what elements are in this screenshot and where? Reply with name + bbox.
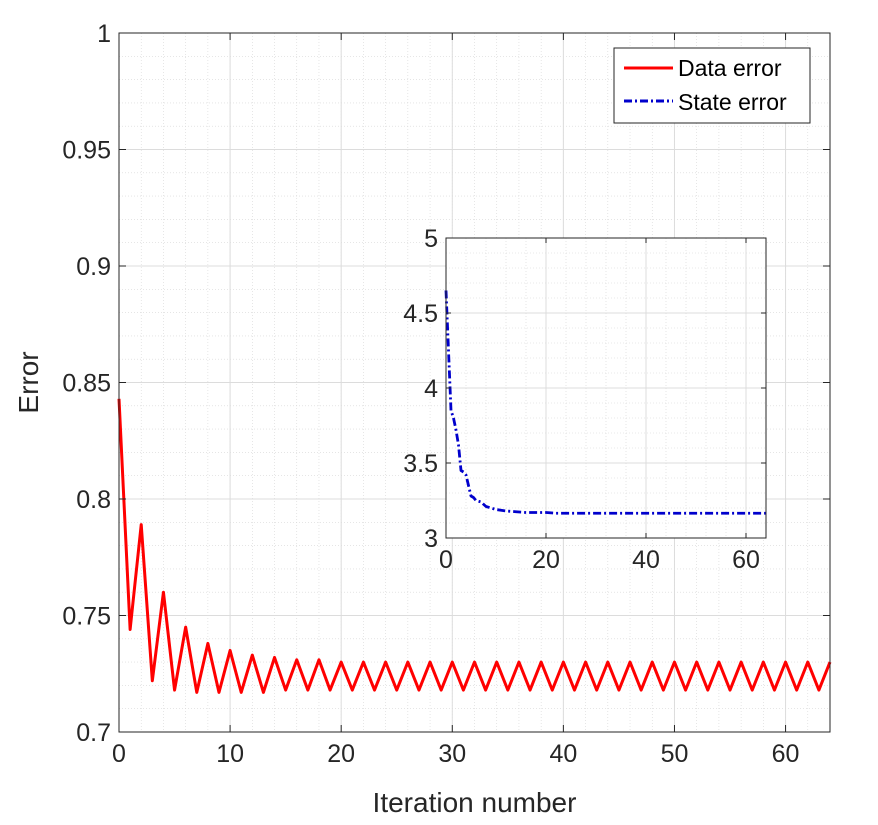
inset-y-tick-labels: 3 3.5 4 4.5 5 — [403, 225, 438, 553]
y-tick-label: 0.7 — [76, 719, 111, 747]
x-tick-label: 60 — [772, 740, 800, 768]
main-series-layer — [117, 398, 832, 694]
y-tick-label: 4 — [424, 375, 438, 403]
y-tick-label: 0.95 — [62, 137, 111, 165]
x-tick-label: 40 — [632, 546, 660, 574]
inset-axes: 0 20 40 60 3 3.5 4 4.5 5 — [403, 225, 767, 574]
y-axis-label: Error — [13, 351, 44, 413]
legend-label-data-error: Data error — [678, 55, 782, 81]
x-tick-label: 40 — [549, 740, 577, 768]
y-tick-label: 3.5 — [403, 450, 438, 478]
inset-x-tick-labels: 0 20 40 60 — [439, 546, 760, 574]
inset-series-layer — [444, 290, 766, 515]
y-tick-label: 3 — [424, 525, 438, 553]
inset-series-0-line — [444, 290, 766, 515]
data-error-line — [117, 398, 832, 694]
main-x-tick-labels: 0 10 20 30 40 50 60 — [112, 740, 799, 768]
main-y-tick-labels: 0.7 0.75 0.8 0.85 0.9 0.95 1 — [62, 20, 111, 747]
x-tick-label: 20 — [327, 740, 355, 768]
x-tick-label: 10 — [216, 740, 244, 768]
legend-box — [613, 47, 811, 124]
x-tick-label: 0 — [112, 740, 126, 768]
x-tick-label: 30 — [438, 740, 466, 768]
inset-tick-marks — [445, 237, 766, 539]
y-tick-label: 0.75 — [62, 603, 111, 631]
x-tick-label: 60 — [732, 546, 760, 574]
y-tick-label: 0.85 — [62, 370, 111, 398]
legend-label-state-error: State error — [678, 89, 787, 115]
y-tick-label: 5 — [424, 225, 438, 253]
x-tick-label: 20 — [532, 546, 560, 574]
y-tick-label: 4.5 — [403, 300, 438, 328]
y-tick-label: 0.9 — [76, 253, 111, 281]
x-tick-label: 0 — [439, 546, 453, 574]
y-tick-label: 0.8 — [76, 486, 111, 514]
x-axis-label: Iteration number — [373, 787, 577, 818]
x-tick-label: 50 — [661, 740, 689, 768]
legend: Data error State error — [613, 47, 811, 124]
main-tick-marks — [118, 32, 830, 733]
y-tick-label: 1 — [97, 20, 111, 48]
